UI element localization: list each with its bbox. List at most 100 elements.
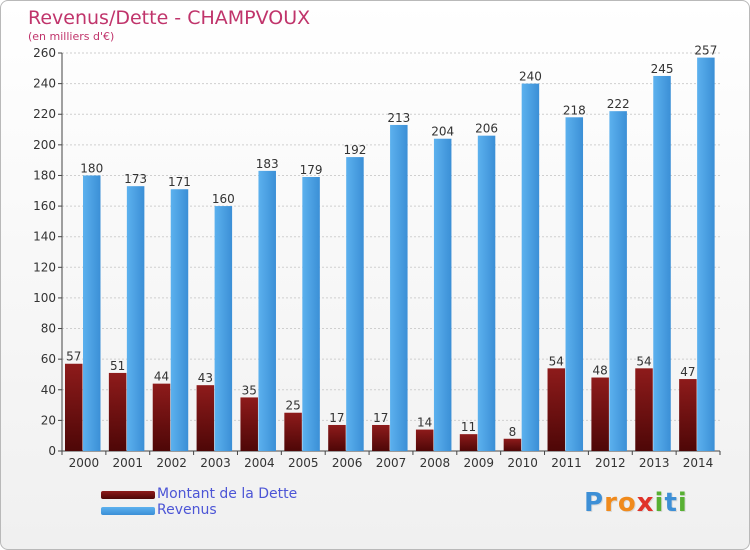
bar-dette [547, 368, 566, 451]
bar-dette [65, 363, 83, 451]
bar-dette [196, 385, 215, 451]
data-label-revenus: 257 [694, 44, 717, 58]
y-tick-label: 180 [33, 168, 56, 182]
x-tick-label: 2010 [507, 456, 538, 470]
chart-title: Revenus/Dette - CHAMPVOUX [28, 7, 311, 29]
data-label-revenus: 206 [475, 122, 498, 136]
bar-revenus [390, 124, 408, 451]
x-tick-label: 2001 [113, 456, 144, 470]
logo-letter: o [617, 488, 637, 518]
data-label-dette: 47 [680, 365, 695, 379]
y-tick-label: 160 [33, 199, 56, 213]
x-tick-label: 2011 [551, 456, 582, 470]
data-label-revenus: 171 [168, 175, 191, 189]
logo-letter: r [604, 488, 618, 518]
logo-letter: P [584, 488, 605, 518]
data-label-dette: 43 [198, 371, 213, 385]
y-tick-label: 140 [33, 230, 56, 244]
logo-letter: t [664, 488, 678, 518]
bar-revenus [83, 175, 101, 451]
bar-revenus [302, 176, 320, 451]
data-label-revenus: 173 [124, 172, 147, 186]
data-label-dette: 44 [154, 370, 169, 384]
legend-swatch-dette [101, 491, 155, 499]
data-label-dette: 57 [66, 350, 81, 364]
y-tick-label: 100 [33, 291, 56, 305]
y-tick-label: 120 [33, 260, 56, 274]
x-tick-label: 2004 [244, 456, 275, 470]
data-label-revenus: 240 [519, 70, 542, 84]
bar-dette [372, 424, 390, 451]
bar-dette [635, 368, 653, 451]
bar-dette [591, 377, 609, 451]
x-tick-label: 2003 [200, 456, 231, 470]
data-label-revenus: 160 [212, 192, 235, 206]
bar-revenus [170, 189, 189, 451]
logo-letter: x [636, 488, 655, 518]
bar-revenus [521, 83, 540, 451]
bar-revenus [653, 75, 671, 451]
x-tick-label: 2005 [288, 456, 319, 470]
y-tick-label: 20 [41, 413, 56, 427]
data-label-dette: 54 [549, 354, 564, 368]
bar-dette [415, 429, 434, 451]
x-tick-label: 2007 [376, 456, 407, 470]
bar-revenus [477, 135, 496, 451]
data-label-dette: 11 [461, 420, 476, 434]
y-tick-label: 40 [41, 383, 56, 397]
data-label-dette: 17 [373, 411, 388, 425]
y-tick-label: 200 [33, 138, 56, 152]
proxiti-logo: Proxiti [584, 488, 688, 518]
data-label-dette: 8 [509, 425, 517, 439]
bar-dette [284, 412, 302, 451]
bar-dette [108, 372, 127, 451]
legend-swatch-revenus [101, 507, 155, 515]
bar-revenus [214, 206, 233, 451]
bar-dette [503, 438, 522, 451]
y-tick-label: 0 [48, 444, 56, 458]
x-tick-label: 2009 [463, 456, 494, 470]
y-tick-label: 220 [33, 107, 56, 121]
x-tick-label: 2008 [420, 456, 451, 470]
data-label-dette: 17 [329, 411, 344, 425]
logo-letter: i [654, 488, 665, 518]
bar-dette [328, 424, 346, 451]
bar-revenus [565, 117, 584, 452]
bar-revenus [433, 138, 452, 451]
bar-dette [679, 379, 697, 451]
y-tick-label: 60 [41, 352, 56, 366]
x-tick-label: 2012 [595, 456, 626, 470]
y-tick-label: 80 [41, 322, 56, 336]
bar-revenus [697, 57, 715, 451]
bar-revenus [126, 186, 145, 451]
bar-revenus [609, 111, 627, 452]
data-label-revenus: 218 [563, 103, 586, 117]
data-label-revenus: 245 [651, 62, 674, 76]
x-tick-label: 2013 [639, 456, 670, 470]
bar-dette [459, 434, 478, 451]
data-label-revenus: 204 [431, 125, 454, 139]
bar-revenus [346, 157, 364, 452]
y-tick-label: 240 [33, 77, 56, 91]
data-label-revenus: 179 [300, 163, 323, 177]
x-tick-label: 2000 [69, 456, 100, 470]
data-label-revenus: 180 [80, 161, 103, 175]
data-label-revenus: 213 [387, 111, 410, 125]
data-label-revenus: 192 [343, 143, 366, 157]
data-label-dette: 25 [285, 399, 300, 413]
chart-subtitle: (en milliers d'€) [28, 30, 115, 43]
data-label-dette: 54 [636, 354, 651, 368]
bar-dette [240, 397, 258, 451]
data-label-revenus: 183 [256, 157, 279, 171]
x-tick-label: 2014 [683, 456, 714, 470]
legend-label-revenus: Revenus [157, 502, 217, 518]
logo-letter: i [677, 488, 688, 518]
bar-dette [152, 383, 171, 451]
data-label-dette: 48 [593, 364, 608, 378]
x-tick-label: 2002 [156, 456, 187, 470]
legend-label-dette: Montant de la Dette [157, 486, 298, 502]
x-tick-label: 2006 [332, 456, 363, 470]
data-label-dette: 51 [110, 359, 125, 373]
